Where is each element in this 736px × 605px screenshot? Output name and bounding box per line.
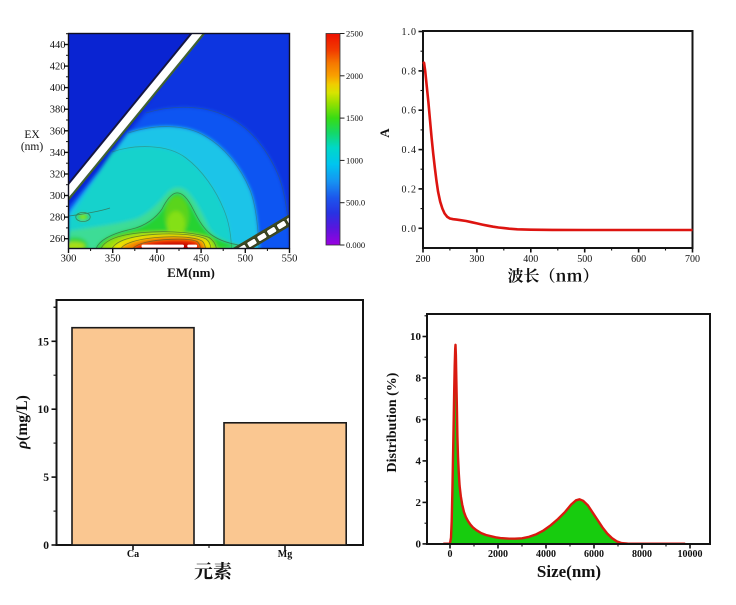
svg-text:6: 6	[416, 414, 422, 426]
svg-text:0.0: 0.0	[402, 224, 418, 235]
svg-text:0: 0	[43, 540, 49, 552]
svg-text:1000: 1000	[346, 155, 363, 165]
svg-text:Size(nm): Size(nm)	[537, 562, 601, 581]
svg-text:260: 260	[50, 234, 66, 245]
svg-text:Mg: Mg	[278, 549, 292, 560]
svg-text:8: 8	[416, 373, 422, 385]
svg-text:300: 300	[469, 254, 484, 265]
svg-text:0.4: 0.4	[402, 145, 418, 156]
svg-text:1.0: 1.0	[402, 27, 418, 38]
svg-text:2000: 2000	[346, 71, 363, 81]
svg-text:400: 400	[523, 254, 538, 265]
svg-text:700: 700	[685, 254, 700, 265]
svg-text:0.2: 0.2	[402, 184, 418, 195]
svg-text:10: 10	[410, 331, 422, 343]
svg-text:10000: 10000	[678, 549, 703, 560]
svg-text:500.0: 500.0	[346, 198, 365, 208]
svg-text:0: 0	[416, 538, 422, 550]
svg-text:420: 420	[50, 62, 66, 73]
svg-text:EM(nm): EM(nm)	[167, 265, 215, 280]
svg-text:200: 200	[416, 254, 431, 265]
svg-text:360: 360	[50, 126, 66, 137]
svg-text:4000: 4000	[536, 549, 556, 560]
svg-text:Distribution (%): Distribution (%)	[385, 372, 400, 472]
svg-text:380: 380	[50, 105, 66, 116]
svg-text:280: 280	[50, 213, 66, 224]
svg-text:0.6: 0.6	[402, 106, 418, 117]
svg-text:ρ(mg/L): ρ(mg/L)	[14, 395, 31, 450]
svg-text:300: 300	[61, 254, 77, 265]
svg-text:4: 4	[416, 455, 422, 467]
svg-text:500: 500	[237, 254, 253, 265]
svg-text:(nm): (nm)	[21, 141, 44, 153]
svg-text:450: 450	[193, 254, 209, 265]
svg-text:Ca: Ca	[127, 549, 139, 560]
svg-text:340: 340	[50, 148, 66, 159]
svg-text:0.000: 0.000	[346, 240, 365, 250]
svg-text:2000: 2000	[488, 549, 508, 560]
svg-text:6000: 6000	[584, 549, 604, 560]
svg-text:EX: EX	[24, 129, 40, 141]
svg-text:400: 400	[149, 254, 165, 265]
svg-text:550: 550	[282, 254, 298, 265]
svg-text:400: 400	[50, 83, 66, 94]
svg-text:440: 440	[50, 40, 66, 51]
svg-text:0.8: 0.8	[402, 66, 418, 77]
svg-text:320: 320	[50, 170, 66, 181]
svg-text:8000: 8000	[632, 549, 652, 560]
svg-text:500: 500	[577, 254, 592, 265]
svg-text:600: 600	[631, 254, 646, 265]
svg-text:2: 2	[416, 497, 422, 509]
svg-text:350: 350	[105, 254, 121, 265]
svg-text:15: 15	[38, 336, 50, 348]
svg-text:A: A	[377, 128, 392, 138]
svg-text:1500: 1500	[346, 113, 363, 123]
svg-text:300: 300	[50, 191, 66, 202]
svg-text:2500: 2500	[346, 29, 363, 39]
svg-text:10: 10	[38, 404, 50, 416]
svg-text:5: 5	[43, 472, 49, 484]
svg-text:0: 0	[448, 549, 453, 560]
